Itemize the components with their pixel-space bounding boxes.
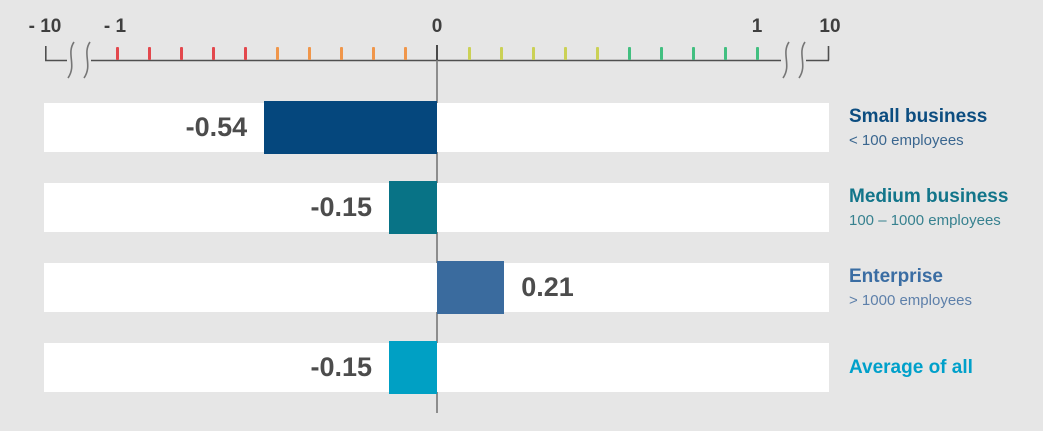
axis-tick	[563, 47, 567, 60]
axis-tick	[403, 47, 407, 60]
axis-break-mark	[67, 41, 75, 79]
axis-label-zero: 0	[431, 16, 443, 37]
category-title: Small business	[849, 106, 988, 127]
category-title: Enterprise	[849, 266, 943, 287]
category-label-small-business: Small business < 100 employees	[849, 103, 1039, 152]
axis-break-mark	[83, 41, 91, 79]
axis-tick	[755, 47, 759, 60]
category-label-enterprise: Enterprise > 1000 employees	[849, 263, 1039, 312]
axis-tick	[275, 47, 279, 60]
axis-tick	[499, 47, 503, 60]
axis-tick	[339, 47, 343, 60]
axis-break-mark	[782, 41, 790, 79]
axis-label-neg-1: - 1	[103, 16, 127, 37]
category-subtitle: < 100 employees	[849, 132, 964, 149]
axis-label-neg-10: - 10	[28, 16, 62, 37]
axis-tick	[595, 47, 599, 60]
axis-tick	[243, 47, 247, 60]
axis-tick	[627, 47, 631, 60]
axis-tick	[723, 47, 727, 60]
value-label: 0.21	[521, 272, 574, 302]
axis-tick	[147, 47, 151, 60]
bar-enterprise	[437, 261, 505, 314]
category-subtitle: 100 – 1000 employees	[849, 212, 1001, 229]
axis-tick	[467, 47, 471, 60]
axis-tick	[691, 47, 695, 60]
axis-tick	[179, 47, 183, 60]
axis-break-mark	[798, 41, 806, 79]
value-label: -0.15	[310, 192, 372, 222]
axis-tick	[659, 47, 663, 60]
bar-medium-business	[389, 181, 437, 234]
category-label-medium-business: Medium business 100 – 1000 employees	[849, 183, 1039, 232]
category-title: Medium business	[849, 186, 1009, 207]
axis-tick	[531, 47, 535, 60]
row-band	[44, 263, 829, 312]
category-title: Average of all	[849, 357, 973, 378]
bar-small-business	[264, 101, 437, 154]
category-subtitle: > 1000 employees	[849, 292, 973, 309]
axis-tick	[371, 47, 375, 60]
axis-tick	[115, 47, 119, 60]
bar-average-of-all	[389, 341, 437, 394]
category-label-average-of-all: Average of all	[849, 343, 1039, 392]
axis-label-10: 10	[819, 16, 841, 37]
axis-label-1: 1	[751, 16, 763, 37]
value-label: -0.15	[310, 352, 372, 382]
value-label: -0.54	[185, 112, 248, 142]
axis-tick	[211, 47, 215, 60]
axis-tick	[307, 47, 311, 60]
